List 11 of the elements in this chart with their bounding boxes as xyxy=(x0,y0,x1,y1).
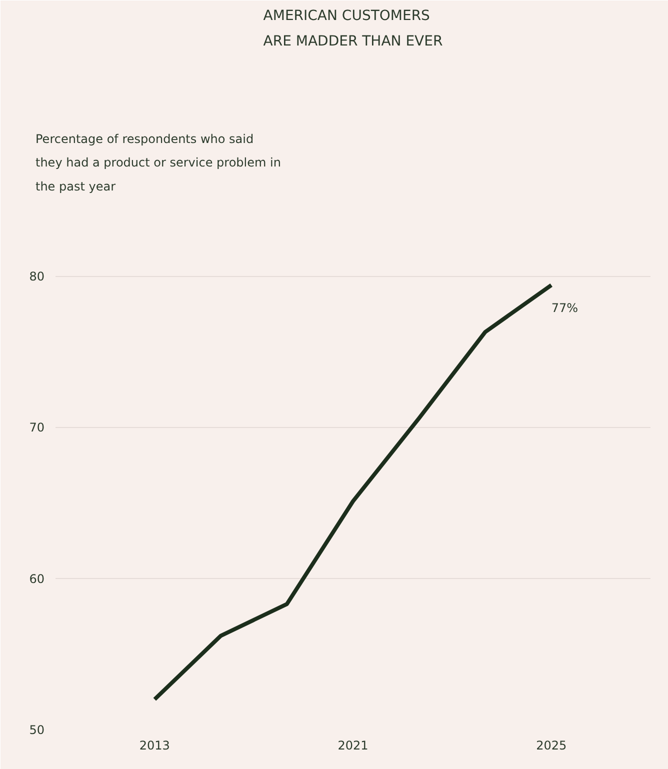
annotation: 77% xyxy=(551,301,578,316)
chart-subtitle: Percentage of respondents who said they had a product or service problem in the past year xyxy=(36,132,281,194)
y-tick-label: 50 xyxy=(29,723,45,737)
chart-title: AMERICAN CUSTOMERS ARE MADDER THAN EVER xyxy=(263,8,443,50)
y-tick-label: 80 xyxy=(29,270,45,284)
x-tick-label: 2021 xyxy=(338,738,368,752)
y-tick-label: 70 xyxy=(29,420,45,435)
x-tick-label: 2025 xyxy=(536,738,567,752)
x-tick-label: 2013 xyxy=(139,738,170,752)
line-series xyxy=(152,283,554,702)
y-tick-label: 60 xyxy=(29,572,45,586)
